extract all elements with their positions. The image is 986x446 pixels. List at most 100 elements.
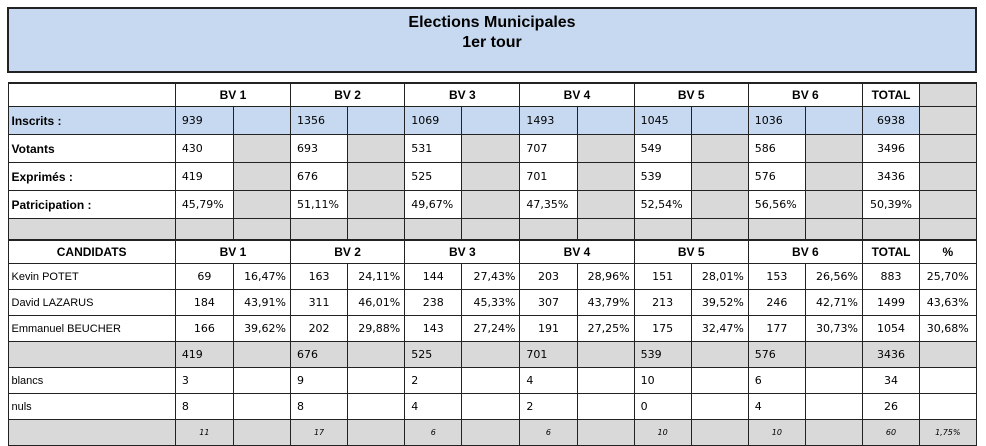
bv2-nuls: 8 <box>290 393 349 420</box>
candidate-name: Emmanuel BEUCHER <box>7 315 176 342</box>
bv3-votes: 238 <box>404 289 463 316</box>
bv2-blank-cell <box>347 106 406 135</box>
bv4-blank-cell <box>576 393 635 420</box>
bv6-percent: 42,71% <box>804 289 863 316</box>
votants-total: 3496 <box>861 134 921 163</box>
bv6-votes: 153 <box>747 263 806 290</box>
bv1-invalid-sum: 11 <box>174 419 234 446</box>
bv1-votes: 184 <box>174 289 234 316</box>
bv1-percent: 43,91% <box>232 289 292 316</box>
inscrits-row: Inscrits :939 1356 1069 1493 1045 1036 6938 <box>7 106 977 135</box>
bv6-blank-cell <box>804 419 863 446</box>
exprimes-total: 3436 <box>861 162 921 191</box>
participation-row: Patricipation :45,79% 51,11% 49,67% 47,35% 5… <box>7 190 977 219</box>
blancs-row: blancs 3 9 2 4 10 6 34 <box>7 367 977 394</box>
bv1-header: BV 1 <box>174 239 292 264</box>
bv1-blank-cell <box>232 419 292 446</box>
bv6-participation-value: 56,56% <box>747 190 806 219</box>
bv6-votants-value: 586 <box>747 134 806 163</box>
bv1-participation-value: 45,79% <box>174 190 234 219</box>
title-line-1: Elections Municipales <box>408 14 576 31</box>
bv6-percent: 26,56% <box>804 263 863 290</box>
bv2-votes: 311 <box>290 289 349 316</box>
bv2-blank-cell <box>347 393 406 420</box>
total-header: TOTAL <box>861 239 921 264</box>
empty-header-cell <box>919 82 977 107</box>
bv6-blank-cell <box>804 190 863 219</box>
candidate-total: 1054 <box>861 315 921 342</box>
bv4-votants-value: 707 <box>519 134 578 163</box>
bv5-invalid-sum: 10 <box>633 419 692 446</box>
bv3-percent: 27,24% <box>461 315 521 342</box>
bv5-blank-cell <box>690 393 749 420</box>
exprimes-row: Exprimés :419 676 525 701 539 576 3436 <box>7 162 977 191</box>
bv3-inscrits-value: 1069 <box>404 106 463 135</box>
invalid-label-cell <box>7 419 176 446</box>
total-blank-cell <box>919 106 977 135</box>
bv1-blank-cell <box>232 393 292 420</box>
bv4-participation-value: 47,35% <box>519 190 578 219</box>
bv6-nuls: 4 <box>747 393 806 420</box>
bv5-blank-cell <box>690 341 749 368</box>
bv2-percent: 24,11% <box>347 263 406 290</box>
bv4-header: BV 4 <box>519 239 635 264</box>
bv5-header: BV 5 <box>633 82 749 107</box>
bv5-percent: 32,47% <box>690 315 749 342</box>
bv1-blank-cell <box>232 106 292 135</box>
nuls-total: 26 <box>861 393 921 420</box>
bv3-blank-cell <box>461 393 521 420</box>
bv5-blancs: 10 <box>633 367 692 394</box>
bv3-blank-cell <box>461 106 521 135</box>
bv5-votes: 175 <box>633 315 692 342</box>
spreadsheet-view: Elections Municipales 1er tour BV 1 BV 2… <box>7 7 977 446</box>
candidate-row: Emmanuel BEUCHER 166 39,62% 202 29,88% 143 27,… <box>7 315 977 342</box>
bv5-nuls: 0 <box>633 393 692 420</box>
bv4-inscrits-value: 1493 <box>519 106 578 135</box>
bv3-percent: 45,33% <box>461 289 521 316</box>
bv5-blank-cell <box>690 190 749 219</box>
bv6-blancs: 6 <box>747 367 806 394</box>
bv1-header: BV 1 <box>174 82 292 107</box>
bv3-percent: 27,43% <box>461 263 521 290</box>
blancs-label: blancs <box>7 367 176 394</box>
corner-cell <box>7 82 176 107</box>
invalid-total: 60 <box>861 419 921 446</box>
bv1-inscrits-value: 939 <box>174 106 234 135</box>
bv1-blank-cell <box>232 190 292 219</box>
bv2-votes: 163 <box>290 263 349 290</box>
bv5-votes: 151 <box>633 263 692 290</box>
bv1-percent: 39,62% <box>232 315 292 342</box>
bv1-blank-cell <box>232 341 292 368</box>
bv1-votants-value: 430 <box>174 134 234 163</box>
inscrits-total: 6938 <box>861 106 921 135</box>
bv4-votes: 307 <box>519 289 578 316</box>
candidate-name: David LAZARUS <box>7 289 176 316</box>
bv3-participation-value: 49,67% <box>404 190 463 219</box>
bv3-header: BV 3 <box>404 239 521 264</box>
bv4-invalid-sum: 6 <box>519 419 578 446</box>
bv2-invalid-sum: 17 <box>290 419 349 446</box>
candidate-name: Kevin POTET <box>7 263 176 290</box>
bv4-blank-cell <box>576 419 635 446</box>
bv2-blank-cell <box>347 162 406 191</box>
bv6-votes: 246 <box>747 289 806 316</box>
bv3-blank-cell <box>461 134 521 163</box>
bv6-blank-cell <box>804 393 863 420</box>
bv3-blank-cell <box>461 190 521 219</box>
expressed-sum-row: 419 676 525 701 539 576 3436 <box>7 341 977 368</box>
bv6-votes: 177 <box>747 315 806 342</box>
bv3-blank-cell <box>461 367 521 394</box>
bv5-inscrits-value: 1045 <box>633 106 692 135</box>
bv4-header: BV 4 <box>519 82 635 107</box>
header-row-candidates: CANDIDATS BV 1 BV 2 BV 3 BV 4 BV 5 BV 6 … <box>7 239 977 264</box>
bv6-blank-cell <box>804 162 863 191</box>
bv6-blank-cell <box>804 367 863 394</box>
bv3-votes: 144 <box>404 263 463 290</box>
exprimes-label: Exprimés : <box>7 162 176 191</box>
bv2-header: BV 2 <box>290 82 406 107</box>
nuls-row: nuls 8 8 4 2 0 4 26 <box>7 393 977 420</box>
bv1-blank-cell <box>232 367 292 394</box>
bv5-blank-cell <box>690 419 749 446</box>
bv4-percent: 43,79% <box>576 289 635 316</box>
bv6-blank-cell <box>804 341 863 368</box>
